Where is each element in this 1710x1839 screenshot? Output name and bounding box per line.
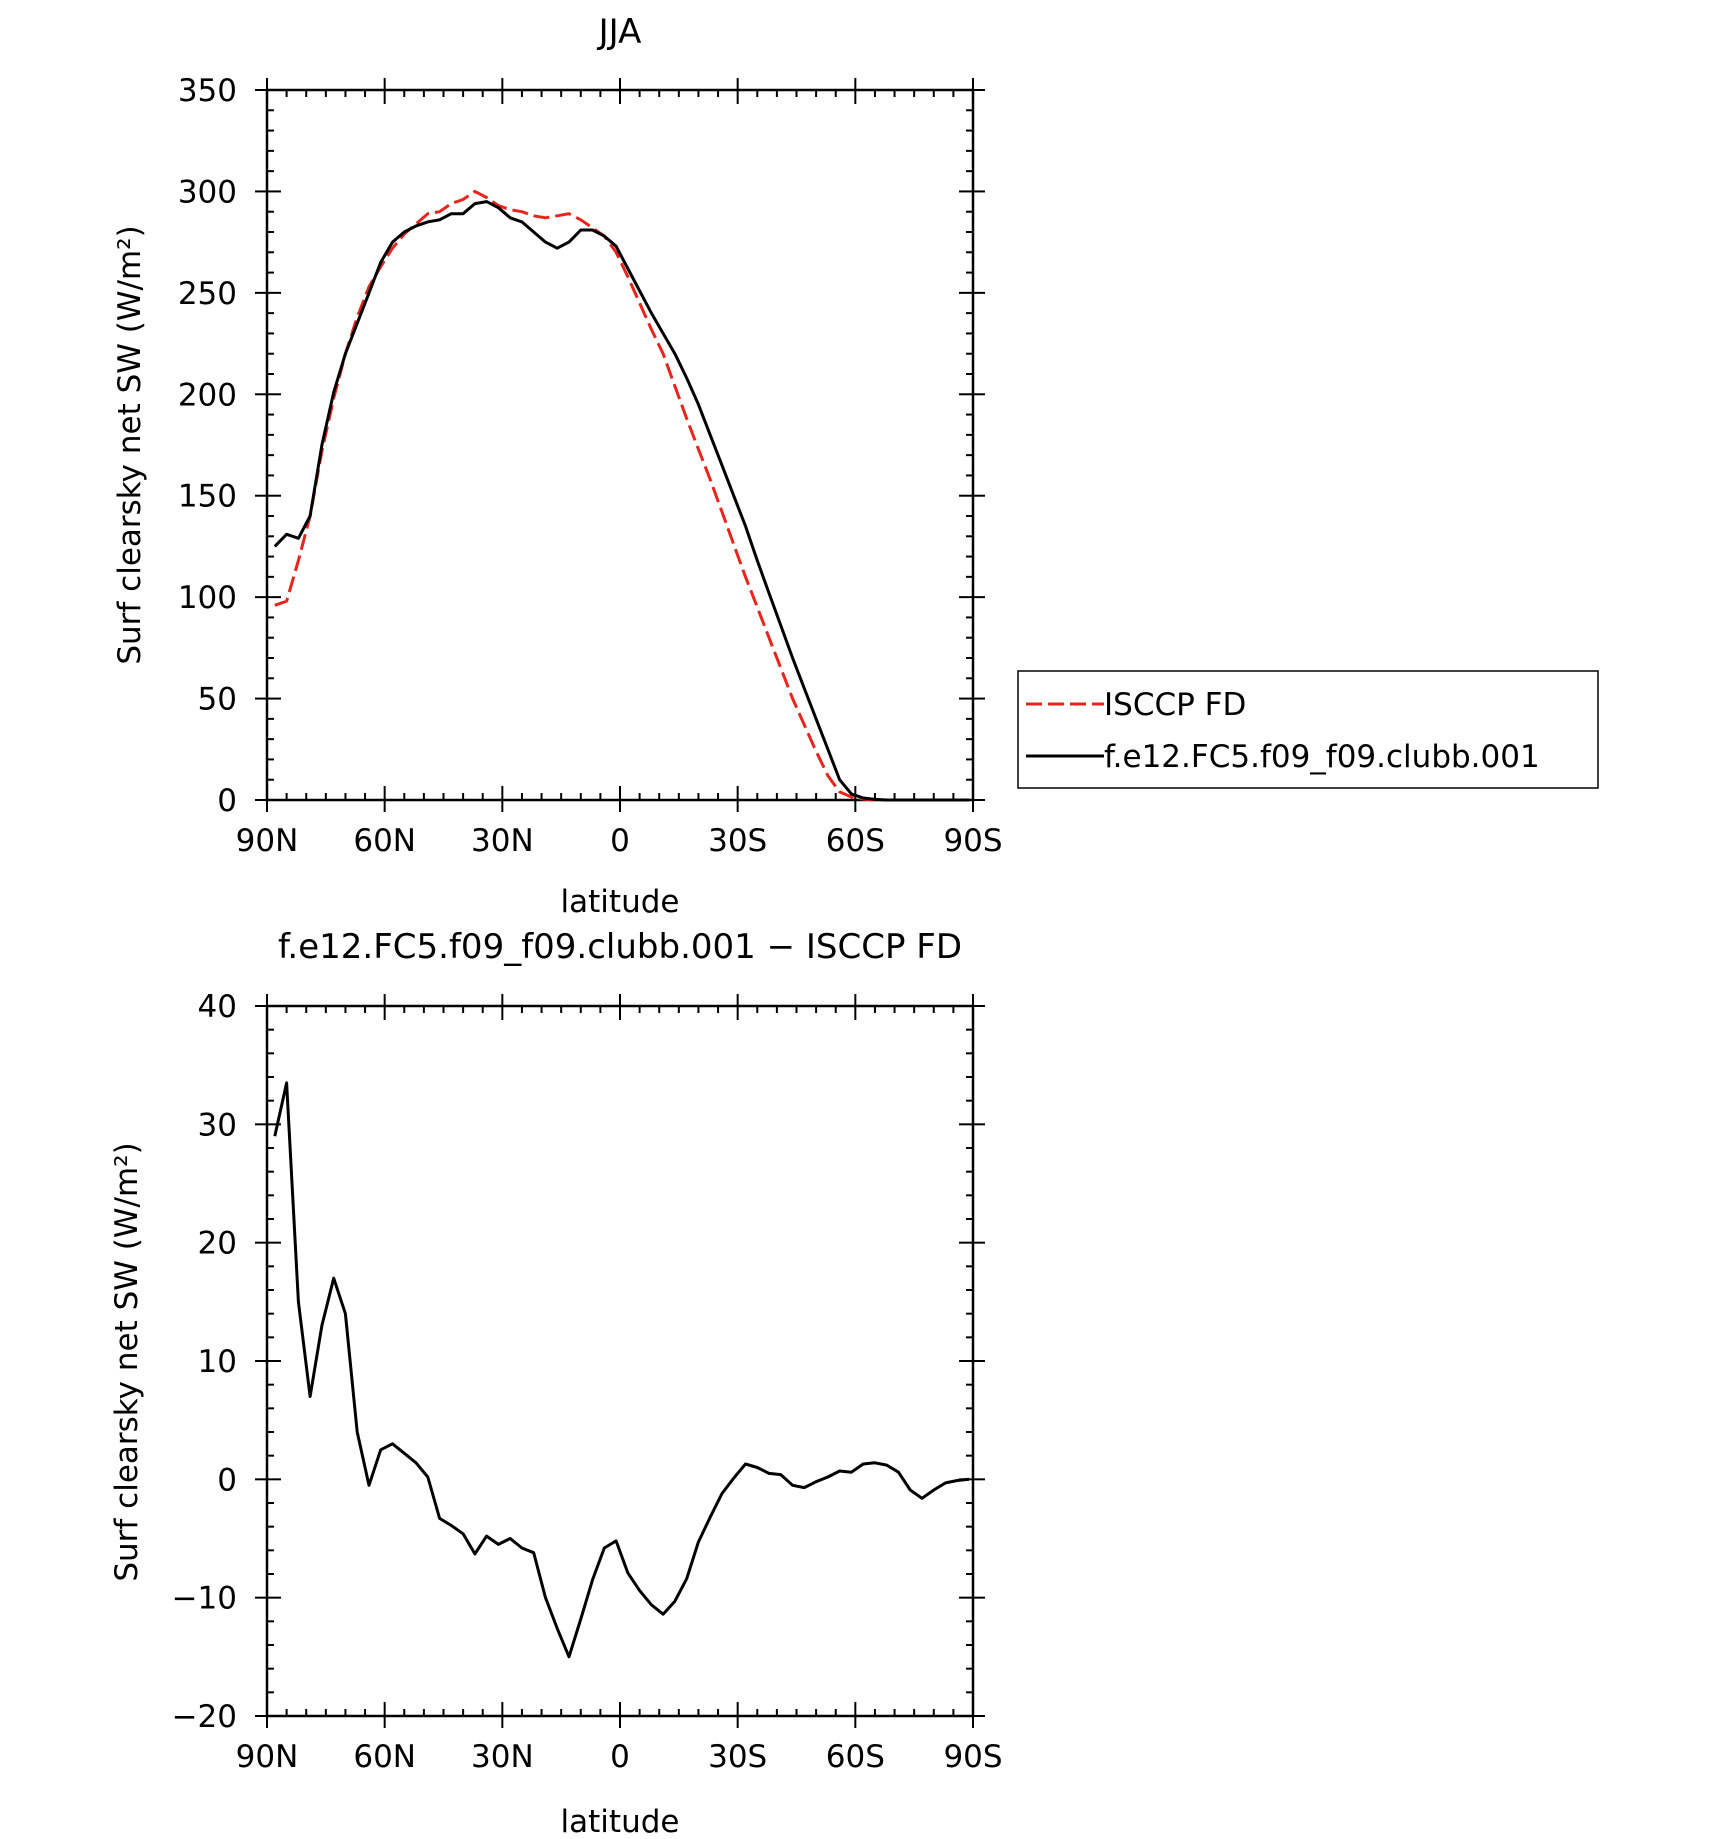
y-tick-label: 20 bbox=[198, 1226, 237, 1262]
x-tick-label: 90S bbox=[943, 823, 1002, 859]
y-tick-label: −20 bbox=[172, 1699, 237, 1735]
chart-title: JJA bbox=[597, 12, 642, 52]
x-tick-label: 30S bbox=[708, 1739, 767, 1775]
x-tick-label: 30S bbox=[708, 823, 767, 859]
legend-label-isccp: ISCCP FD bbox=[1104, 687, 1246, 723]
y-tick-label: 150 bbox=[178, 479, 237, 515]
y-tick-label: 0 bbox=[217, 1462, 237, 1498]
x-tick-label: 30N bbox=[471, 823, 534, 859]
x-axis-title: latitude bbox=[561, 884, 680, 920]
y-axis-title: Surf clearsky net SW (W/m²) bbox=[109, 1142, 145, 1581]
legend-box bbox=[1017, 670, 1599, 789]
plot-area: 90N 60N 30N 0 30S 60S 90S −20 −10 0 10 20 30 40 bbox=[172, 989, 1003, 1775]
y-axis-title: Surf clearsky net SW (W/m²) bbox=[112, 225, 148, 664]
series-line-1 bbox=[273, 1081, 970, 1659]
x-tick-label: 60N bbox=[353, 823, 416, 859]
legend: ISCCP FD f.e12.FC5.f09_f09.clubb.001 bbox=[1017, 670, 1599, 789]
y-tick-label: 30 bbox=[198, 1107, 237, 1143]
chart-title: f.e12.FC5.f09_f09.clubb.001 − ISCCP FD bbox=[278, 927, 962, 967]
x-tick-label: 60S bbox=[826, 823, 885, 859]
y-tick-label: 250 bbox=[178, 276, 237, 312]
x-tick-label: 90N bbox=[236, 823, 299, 859]
bottom-panel: f.e12.FC5.f09_f09.clubb.001 − ISCCP FD 9… bbox=[109, 927, 1003, 1839]
y-tick-label: 300 bbox=[178, 174, 237, 210]
plot-area: 90N 60N 30N 0 30S 60S 90S 0 50 100 150 200 250 300 350 bbox=[178, 73, 1003, 859]
y-tick-label: 40 bbox=[198, 989, 237, 1025]
legend-label-model: f.e12.FC5.f09_f09.clubb.001 bbox=[1104, 739, 1540, 775]
x-tick-label: 0 bbox=[610, 823, 630, 859]
y-tick-label: 350 bbox=[178, 73, 237, 109]
x-tick-label: 60N bbox=[353, 1739, 416, 1775]
top-panel: JJA 90N 60N 30N 0 30S 60S 90S 0 50 100 150 200 250 30… bbox=[112, 12, 1599, 920]
y-tick-label: 100 bbox=[178, 580, 237, 616]
series-line-1 bbox=[274, 189, 970, 802]
x-axis-title: latitude bbox=[561, 1804, 680, 1839]
y-tick-label: −10 bbox=[172, 1581, 237, 1617]
x-tick-label: 60S bbox=[826, 1739, 885, 1775]
x-tick-label: 90N bbox=[236, 1739, 299, 1775]
y-tick-label: 200 bbox=[178, 377, 237, 413]
series-line-2 bbox=[273, 200, 970, 802]
x-tick-label: 0 bbox=[610, 1739, 630, 1775]
x-tick-label: 90S bbox=[943, 1739, 1002, 1775]
y-tick-label: 50 bbox=[198, 682, 237, 718]
y-tick-label: 0 bbox=[217, 783, 237, 819]
y-tick-label: 10 bbox=[198, 1344, 237, 1380]
x-tick-label: 30N bbox=[471, 1739, 534, 1775]
